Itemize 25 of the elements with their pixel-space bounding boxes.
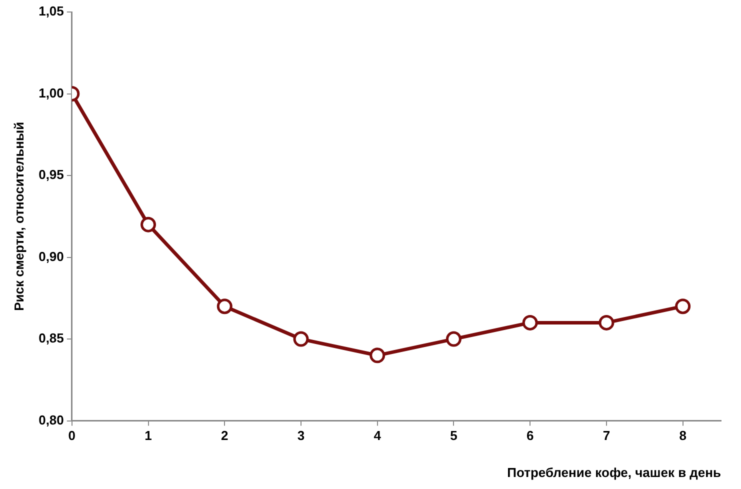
- y-tick-label: 0,85: [38, 330, 64, 346]
- x-tick-label: 1: [144, 428, 152, 444]
- point: [293, 331, 309, 347]
- point: [446, 331, 462, 347]
- x-tick-label: 5: [450, 428, 458, 444]
- point: [675, 298, 691, 314]
- x-tick-label: 2: [221, 428, 228, 444]
- y-tick-label: 1,00: [38, 85, 64, 100]
- y-tick-label: 0,95: [38, 167, 64, 182]
- y-tick-label: 1,05: [38, 4, 64, 19]
- y-axis-title: Риск смерти, относительный: [11, 122, 26, 311]
- x-tick-label: 8: [679, 428, 686, 444]
- point: [216, 298, 232, 314]
- y-tick-label: 0,90: [38, 248, 64, 264]
- x-tick-label: 4: [374, 428, 382, 444]
- x-axis-title: Потребление кофе, чашек в день: [507, 464, 722, 480]
- x-tick-label: 6: [526, 428, 534, 444]
- x-tick-label: 7: [602, 428, 610, 444]
- point: [522, 314, 538, 330]
- point: [140, 216, 156, 232]
- y-tick-label: 0,80: [38, 412, 64, 428]
- x-tick-label: 3: [297, 428, 305, 444]
- point: [370, 348, 386, 364]
- x-tick-label: 0: [68, 428, 76, 444]
- point: [598, 314, 614, 330]
